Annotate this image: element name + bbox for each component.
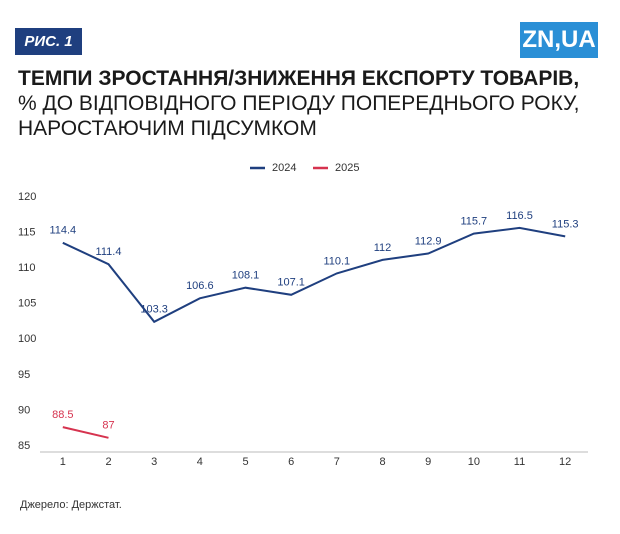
y-tick-label: 85 bbox=[18, 440, 30, 452]
data-label: 106.6 bbox=[186, 280, 214, 292]
data-label: 103.3 bbox=[140, 304, 168, 316]
data-label: 114.4 bbox=[49, 225, 76, 237]
title-block: ТЕМПИ ЗРОСТАННЯ/ЗНИЖЕННЯ ЕКСПОРТУ ТОВАРІ… bbox=[18, 66, 603, 141]
x-tick-label: 3 bbox=[151, 456, 157, 468]
y-tick-label: 110 bbox=[18, 262, 36, 274]
x-tick-label: 2 bbox=[105, 456, 111, 468]
x-tick-label: 6 bbox=[288, 456, 294, 468]
series-line bbox=[62, 426, 109, 439]
x-tick-label: 5 bbox=[242, 456, 248, 468]
y-tick-label: 120 bbox=[18, 191, 36, 203]
data-label: 110.1 bbox=[323, 255, 350, 267]
legend-label: 2025 bbox=[335, 162, 359, 174]
source: Джерело: Держстат. bbox=[20, 499, 122, 511]
data-label: 115.7 bbox=[460, 215, 487, 227]
x-tick-label: 11 bbox=[514, 456, 525, 468]
data-label: 116.5 bbox=[506, 210, 533, 222]
data-label: 115.3 bbox=[552, 218, 579, 230]
y-tick-label: 90 bbox=[18, 404, 30, 416]
logo: ZN,UA bbox=[520, 22, 598, 58]
figure-badge: РИС. 1 bbox=[15, 28, 82, 55]
data-label: 112 bbox=[374, 242, 392, 254]
x-tick-label: 10 bbox=[468, 456, 480, 468]
data-label: 88.5 bbox=[52, 409, 73, 421]
y-tick-label: 95 bbox=[18, 369, 30, 381]
y-tick-label: 115 bbox=[18, 226, 36, 238]
x-tick-label: 8 bbox=[379, 456, 385, 468]
series-line bbox=[62, 226, 566, 324]
data-label: 87 bbox=[102, 420, 114, 432]
y-tick-label: 105 bbox=[18, 298, 36, 310]
legend-label: 2024 bbox=[272, 162, 296, 174]
chart-subtitle: % ДО ВІДПОВІДНОГО ПЕРІОДУ ПОПЕРЕДНЬОГО Р… bbox=[18, 92, 580, 140]
chart-title: ТЕМПИ ЗРОСТАННЯ/ЗНИЖЕННЯ ЕКСПОРТУ ТОВАРІ… bbox=[18, 67, 580, 90]
y-tick-label: 100 bbox=[18, 333, 36, 345]
x-tick-label: 4 bbox=[197, 456, 203, 468]
data-label: 112.9 bbox=[415, 235, 442, 247]
x-tick-label: 7 bbox=[334, 456, 340, 468]
data-label: 107.1 bbox=[277, 277, 305, 289]
data-label: 108.1 bbox=[232, 270, 260, 282]
data-label: 111.4 bbox=[96, 246, 122, 258]
x-tick-label: 12 bbox=[559, 456, 571, 468]
x-tick-label: 1 bbox=[60, 456, 66, 468]
x-tick-label: 9 bbox=[425, 456, 431, 468]
